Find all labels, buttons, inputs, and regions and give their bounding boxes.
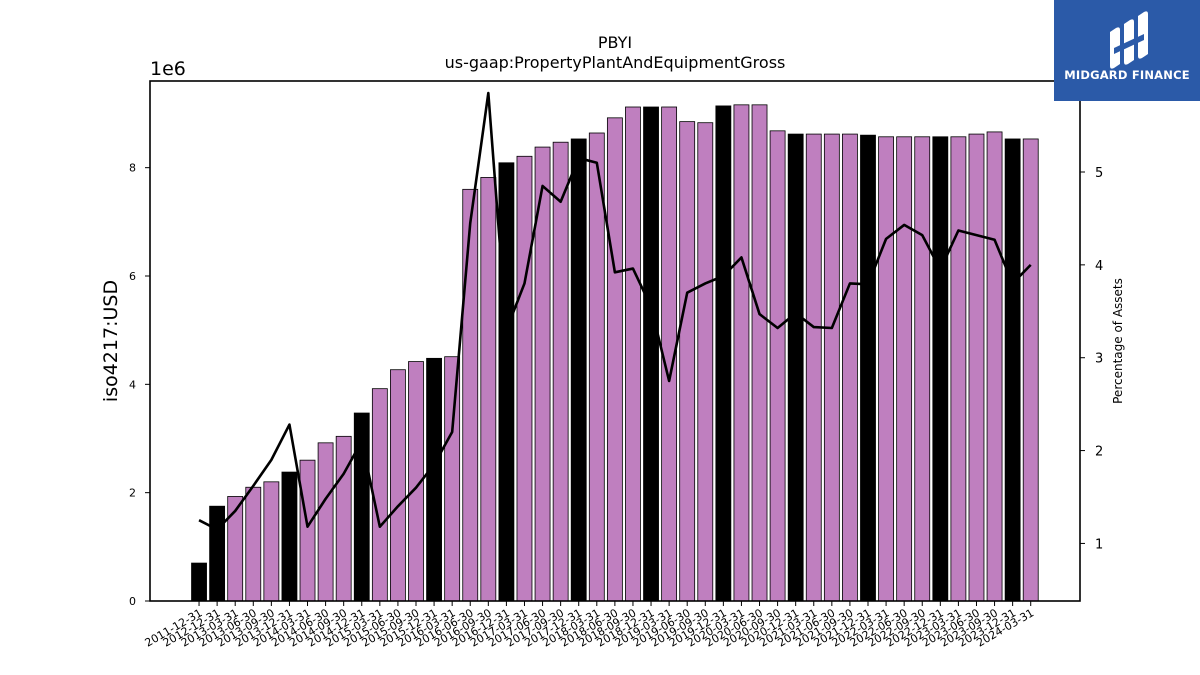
bar-2017-12-31 (570, 138, 587, 602)
bar-2015-03-31 (371, 388, 388, 602)
percentage-of-assets-line (198, 91, 1032, 531)
bar-2022-03-31 (878, 136, 894, 602)
bars-layer (191, 104, 1039, 602)
y2-tick-label: 5 (1095, 166, 1103, 181)
bar-2022-09-30 (914, 136, 931, 602)
bar-2024-03-31 (1022, 138, 1039, 602)
bar-2020-09-30 (769, 130, 786, 602)
bar-2021-03-31 (805, 133, 822, 602)
bar-2023-06-30 (968, 133, 985, 602)
y-axis-title: iso4217:USD (100, 280, 122, 402)
bar-2018-12-31 (643, 106, 659, 602)
bar-2011-12-31 (191, 562, 207, 602)
bar-2017-09-30 (552, 141, 569, 602)
logo-text: MIDGARD FINANCE (1064, 68, 1190, 82)
bar-2023-09-30 (986, 131, 1003, 602)
bar-2016-09-30 (480, 177, 497, 602)
bar-2023-03-31 (950, 136, 967, 602)
y2-tick-label: 3 (1095, 352, 1103, 367)
bar-2021-12-31 (860, 134, 876, 602)
bar-2014-06-30 (317, 442, 334, 602)
bar-2020-03-31 (733, 104, 750, 602)
bar-2023-12-31 (1004, 138, 1021, 602)
bar-2018-09-30 (625, 106, 641, 602)
y-tick-label: 8 (129, 162, 136, 175)
bar-2015-12-31 (426, 357, 442, 602)
y2-tick-label: 2 (1095, 445, 1103, 460)
x-axis: 2011-12-312012-12-312013-03-312013-06-30… (143, 601, 1036, 650)
bar-2018-06-30 (606, 117, 623, 602)
y2-tick-label: 1 (1095, 537, 1103, 552)
bar-2022-12-31 (932, 136, 949, 602)
bar-2012-12-31 (209, 505, 226, 602)
midgard-finance-logo: MIDGARD FINANCE (1054, 0, 1200, 101)
y2-tick-label: 4 (1095, 259, 1103, 274)
bar-2015-06-30 (390, 369, 406, 602)
bar-2022-06-30 (896, 136, 913, 602)
bar-2020-06-30 (751, 104, 768, 602)
bar-2013-09-30 (263, 481, 280, 602)
bar-2019-09-30 (697, 122, 714, 602)
y-tick-label: 2 (129, 487, 136, 500)
y-tick-label: 0 (129, 595, 136, 608)
bar-2020-12-31 (787, 133, 804, 602)
line-layer (198, 91, 1032, 531)
y-offset-label: 1e6 (150, 58, 186, 80)
y2-axis-title: Percentage of Assets (1111, 278, 1125, 404)
bar-2021-06-30 (823, 133, 840, 602)
bar-2018-03-31 (588, 132, 605, 602)
y-axis-right: 1 2 3 4 5 (1080, 166, 1103, 552)
chart-subtitle: us-gaap:PropertyPlantAndEquipmentGross (445, 53, 786, 72)
y-tick-label: 4 (129, 378, 136, 391)
bar-2019-06-30 (679, 121, 696, 602)
y-tick-label: 6 (129, 270, 136, 283)
bar-2016-06-30 (462, 188, 479, 602)
bar-2014-09-30 (335, 435, 352, 602)
bar-2013-12-31 (281, 471, 298, 602)
bar-2019-12-31 (715, 105, 732, 602)
bar-2017-03-31 (516, 155, 533, 602)
y-axis-left: 0 2 4 6 8 (129, 162, 150, 608)
bar-2021-09-30 (842, 133, 858, 602)
bar-2013-06-30 (245, 486, 262, 602)
bar-2016-03-31 (444, 356, 461, 602)
bar-2016-12-31 (498, 162, 515, 602)
bar-2014-03-31 (299, 459, 316, 602)
chart-title: PBYI (598, 33, 632, 52)
midgard-logo-icon (1110, 11, 1148, 69)
